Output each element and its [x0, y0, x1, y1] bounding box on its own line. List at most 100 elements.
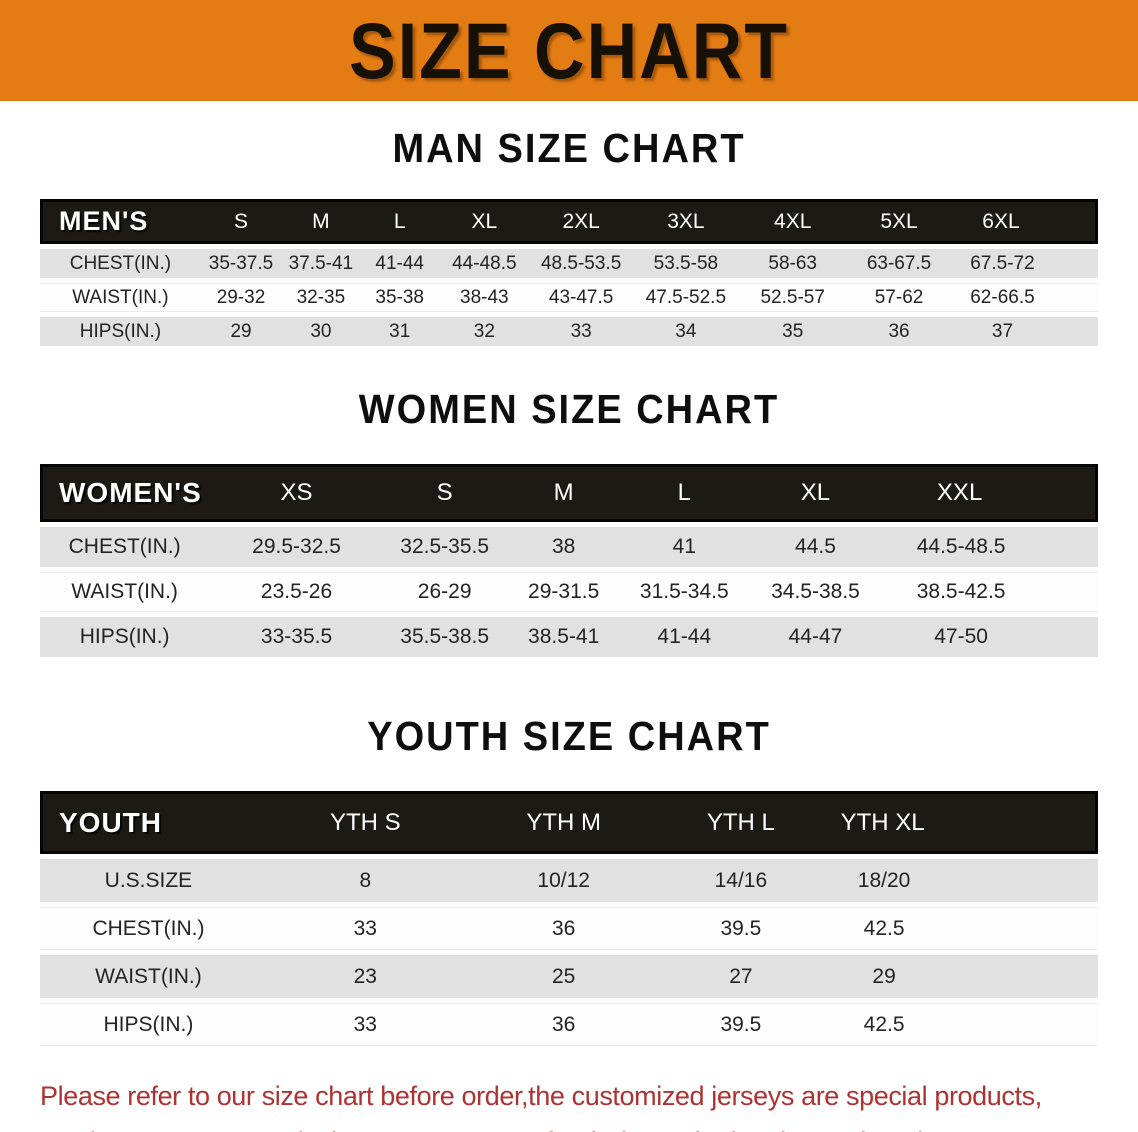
cell: 38 [505, 527, 622, 567]
cell: 38.5-41 [505, 617, 622, 657]
cell: 39.5 [653, 1003, 829, 1046]
cell: 41 [621, 527, 747, 567]
cell: 34.5-38.5 [746, 572, 885, 612]
cell: 36 [473, 907, 654, 950]
cell: 31 [360, 317, 439, 346]
women-section-heading: WOMEN SIZE CHART [358, 387, 780, 433]
cell: 38-43 [438, 283, 530, 312]
cell: 42.5 [828, 1003, 1098, 1046]
youth-size-col: YTH S [256, 791, 474, 854]
men-size-col: S [200, 199, 282, 244]
men-size-col: 5XL [846, 199, 952, 244]
cell: 58-63 [739, 249, 847, 278]
men-size-col: 3XL [632, 199, 740, 244]
cell: 29 [828, 955, 1098, 998]
cell: 8 [256, 859, 474, 902]
youth-section-heading: YOUTH SIZE CHART [367, 714, 771, 760]
page-title: SIZE CHART [349, 6, 789, 95]
banner: SIZE CHART [0, 0, 1138, 101]
men-header-row: MEN'S S M L XL 2XL 3XL 4XL 5XL 6XL [40, 199, 1098, 244]
cell: 44-47 [746, 617, 885, 657]
cell: 37 [951, 317, 1098, 346]
men-hips-row: HIPS(IN.) 29 30 31 32 33 34 35 36 37 [40, 317, 1098, 346]
cell: 14/16 [653, 859, 829, 902]
women-size-col: XL [746, 464, 885, 522]
cell: 33 [256, 907, 474, 950]
youth-table-title: YOUTH [40, 791, 257, 854]
cell: 41-44 [360, 249, 439, 278]
youth-ussize-row: U.S.SIZE 8 10/12 14/16 18/20 [40, 859, 1098, 902]
row-label: CHEST(IN.) [40, 249, 201, 278]
cell: 34 [632, 317, 740, 346]
cell: 39.5 [653, 907, 829, 950]
cell: 35-38 [360, 283, 439, 312]
youth-size-col: YTH M [473, 791, 654, 854]
cell: 53.5-58 [632, 249, 740, 278]
men-table-title: MEN'S [40, 199, 201, 244]
cell: 57-62 [846, 283, 952, 312]
cell: 18/20 [828, 859, 1098, 902]
women-size-col: XS [209, 464, 384, 522]
cell: 33 [529, 317, 633, 346]
cell: 35-37.5 [200, 249, 282, 278]
men-waist-row: WAIST(IN.) 29-32 32-35 35-38 38-43 43-47… [40, 283, 1098, 312]
cell: 52.5-57 [739, 283, 847, 312]
cell: 10/12 [473, 859, 654, 902]
row-label: WAIST(IN.) [40, 955, 257, 998]
cell: 29 [200, 317, 282, 346]
row-label: HIPS(IN.) [40, 617, 210, 657]
cell: 23.5-26 [209, 572, 384, 612]
cell: 32.5-35.5 [383, 527, 506, 567]
men-size-col: 4XL [739, 199, 847, 244]
row-label: U.S.SIZE [40, 859, 257, 902]
youth-header-row: YOUTH YTH S YTH M YTH L YTH XL [40, 791, 1098, 854]
women-hips-row: HIPS(IN.) 33-35.5 35.5-38.5 38.5-41 41-4… [40, 617, 1098, 657]
women-size-col: L [621, 464, 747, 522]
cell: 67.5-72 [951, 249, 1098, 278]
cell: 62-66.5 [951, 283, 1098, 312]
men-section-heading: MAN SIZE CHART [392, 126, 746, 172]
men-chest-row: CHEST(IN.) 35-37.5 37.5-41 41-44 44-48.5… [40, 249, 1098, 278]
cell: 33 [256, 1003, 474, 1046]
cell: 29-31.5 [505, 572, 622, 612]
youth-chest-row: CHEST(IN.) 33 36 39.5 42.5 [40, 907, 1098, 950]
cell: 38.5-42.5 [884, 572, 1098, 612]
women-size-col: S [383, 464, 506, 522]
cell: 27 [653, 955, 829, 998]
men-size-col: XL [438, 199, 530, 244]
cell: 25 [473, 955, 654, 998]
cell: 32 [438, 317, 530, 346]
row-label: WAIST(IN.) [40, 283, 201, 312]
women-chest-row: CHEST(IN.) 29.5-32.5 32.5-35.5 38 41 44.… [40, 527, 1098, 567]
youth-size-col: YTH L [653, 791, 829, 854]
row-label: CHEST(IN.) [40, 907, 257, 950]
cell: 44-48.5 [438, 249, 530, 278]
cell: 29-32 [200, 283, 282, 312]
cell: 47.5-52.5 [632, 283, 740, 312]
men-size-table: MEN'S S M L XL 2XL 3XL 4XL 5XL 6XL CHEST… [40, 194, 1098, 351]
cell: 42.5 [828, 907, 1098, 950]
men-size-col: 6XL [951, 199, 1098, 244]
row-label: CHEST(IN.) [40, 527, 210, 567]
youth-size-col: YTH XL [828, 791, 1098, 854]
row-label: WAIST(IN.) [40, 572, 210, 612]
cell: 41-44 [621, 617, 747, 657]
men-size-col: 2XL [529, 199, 633, 244]
order-policy-note: Please refer to our size chart before or… [40, 1073, 1110, 1132]
cell: 31.5-34.5 [621, 572, 747, 612]
cell: 33-35.5 [209, 617, 384, 657]
women-header-row: WOMEN'S XS S M L XL XXL [40, 464, 1098, 522]
youth-waist-row: WAIST(IN.) 23 25 27 29 [40, 955, 1098, 998]
cell: 26-29 [383, 572, 506, 612]
order-policy-note-line2: we don't accept cancel, change, teturn o… [40, 1119, 1110, 1132]
cell: 35.5-38.5 [383, 617, 506, 657]
women-size-col: XXL [884, 464, 1098, 522]
cell: 63-67.5 [846, 249, 952, 278]
order-policy-note-line1: Please refer to our size chart before or… [40, 1081, 1042, 1111]
cell: 32-35 [281, 283, 361, 312]
women-size-table: WOMEN'S XS S M L XL XXL CHEST(IN.) 29.5-… [40, 459, 1098, 662]
cell: 36 [473, 1003, 654, 1046]
cell: 37.5-41 [281, 249, 361, 278]
women-table-title: WOMEN'S [40, 464, 210, 522]
